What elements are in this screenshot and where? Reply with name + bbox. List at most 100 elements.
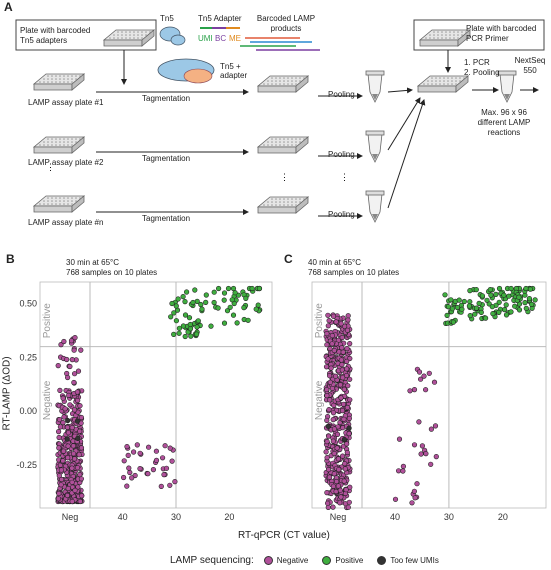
- data-point: [56, 490, 62, 497]
- data-point: [326, 474, 333, 480]
- data-point: [467, 288, 473, 294]
- data-point: [153, 457, 160, 463]
- legend-positive: Positive: [322, 556, 363, 565]
- data-point: [66, 392, 72, 398]
- data-point: [58, 467, 65, 473]
- data-point: [325, 467, 332, 473]
- data-point: [65, 455, 71, 461]
- data-point: [450, 319, 456, 325]
- data-point: [330, 410, 337, 416]
- y-tick-label: 0.25: [19, 352, 37, 362]
- data-point: [395, 468, 402, 474]
- chart-b-subtitle: 768 samples on 10 plates: [66, 268, 158, 277]
- data-point: [324, 500, 331, 506]
- me-label: ME: [229, 34, 241, 43]
- data-point: [182, 333, 188, 340]
- legend-too-few: Too few UMIs: [377, 556, 439, 565]
- data-point: [57, 424, 64, 430]
- data-point: [326, 373, 333, 379]
- region-label-negative: Negative: [42, 380, 53, 420]
- data-point: [230, 285, 237, 292]
- bc-label: BC: [215, 34, 227, 43]
- chart-c-subtitle: 768 samples on 10 plates: [308, 268, 400, 277]
- data-point: [167, 482, 173, 488]
- svg-text:⋮: ⋮: [46, 162, 55, 172]
- data-point: [516, 294, 522, 300]
- data-point: [336, 467, 342, 473]
- data-point: [347, 355, 353, 362]
- data-point: [69, 498, 75, 505]
- data-point: [331, 402, 337, 408]
- data-point: [134, 442, 140, 448]
- data-point: [129, 475, 135, 481]
- data-point: [192, 287, 198, 293]
- data-point: [426, 370, 432, 376]
- data-point: [338, 494, 344, 500]
- data-point: [243, 295, 249, 302]
- data-point: [448, 297, 454, 303]
- legend-too-few-label: Too few UMIs: [390, 556, 439, 565]
- data-point: [473, 287, 479, 293]
- tagmentation-label-n: Tagmentation: [142, 214, 191, 223]
- legend-positive-swatch: [322, 556, 332, 565]
- data-point: [431, 379, 438, 385]
- data-point: [146, 444, 152, 450]
- data-point: [71, 379, 77, 386]
- legend-negative: Negative: [263, 556, 308, 565]
- umi-label: UMI: [198, 34, 213, 43]
- data-point: [323, 449, 329, 455]
- data-point: [153, 448, 159, 454]
- data-point: [126, 465, 132, 471]
- data-point: [171, 310, 177, 316]
- data-point: [416, 369, 423, 375]
- data-point: [121, 458, 127, 464]
- data-point: [56, 473, 62, 479]
- data-point: [428, 461, 434, 467]
- data-point: [327, 379, 333, 385]
- data-point: [216, 285, 222, 292]
- legend-title: LAMP sequencing:: [170, 555, 254, 566]
- data-point: [324, 392, 330, 399]
- data-point: [328, 365, 334, 371]
- data-point: [326, 317, 332, 324]
- data-point: [344, 404, 350, 411]
- plate-label-2: LAMP assay plate #2: [28, 158, 104, 167]
- data-point: [411, 488, 417, 494]
- data-point: [127, 469, 133, 476]
- data-point: [71, 407, 78, 413]
- data-point: [501, 292, 507, 298]
- data-point: [467, 299, 473, 305]
- data-point: [203, 292, 209, 298]
- data-point: [324, 330, 330, 337]
- data-point: [124, 444, 130, 450]
- tagmentation-label-1: Tagmentation: [142, 94, 191, 103]
- data-point: [256, 285, 263, 292]
- data-point: [325, 323, 331, 329]
- legend-too-few-swatch: [377, 556, 387, 565]
- data-point: [337, 500, 343, 506]
- data-point: [208, 323, 214, 329]
- data-point: [211, 289, 217, 295]
- schematic-diagram: ⋮ ⋮ ⋮: [15, 19, 545, 223]
- data-point: [70, 443, 76, 449]
- data-point: [71, 371, 78, 377]
- data-point: [74, 465, 81, 471]
- data-point: [502, 307, 508, 313]
- y-tick-label: 0.00: [19, 406, 37, 416]
- data-point: [323, 364, 330, 370]
- data-point: [203, 299, 209, 306]
- data-point: [344, 345, 350, 352]
- data-point: [522, 300, 528, 306]
- data-point: [331, 347, 337, 354]
- data-point: [341, 436, 347, 443]
- data-point: [523, 305, 529, 312]
- data-point: [340, 375, 346, 381]
- data-point: [169, 300, 175, 307]
- data-point: [344, 327, 351, 333]
- data-point: [255, 302, 261, 308]
- tagmentation-label-2: Tagmentation: [142, 154, 191, 163]
- data-point: [423, 451, 429, 457]
- data-point: [163, 465, 170, 471]
- data-point: [476, 300, 482, 307]
- data-point: [60, 448, 67, 454]
